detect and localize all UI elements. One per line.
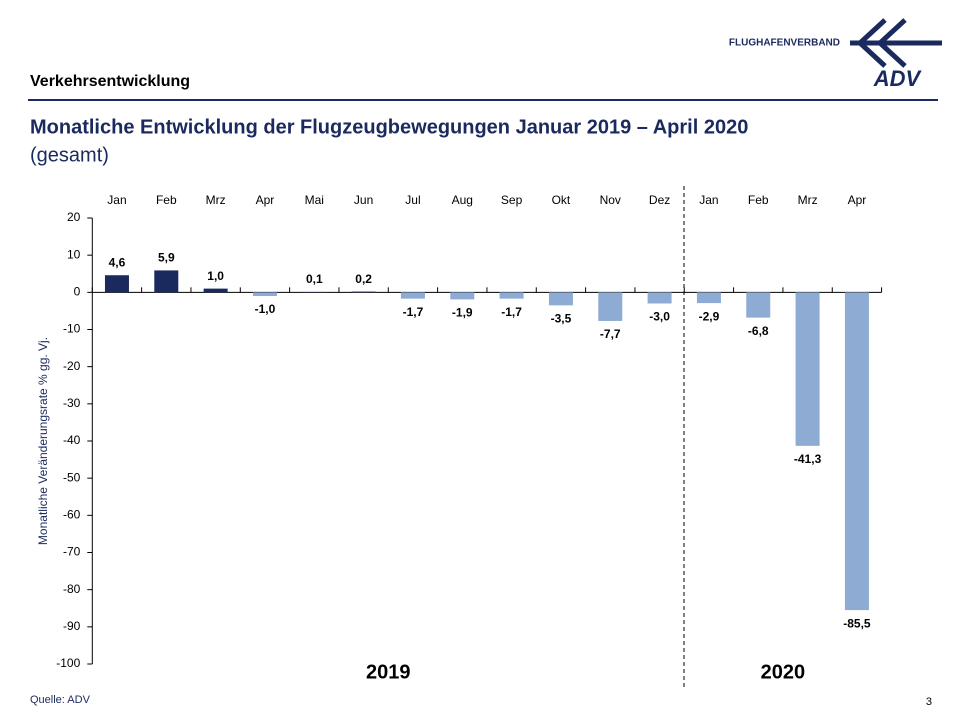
year-label: 2019: [366, 661, 411, 683]
x-tick-label: Apr: [256, 193, 275, 207]
y-tick-label: 0: [74, 285, 81, 299]
y-tick-label: 10: [67, 247, 81, 261]
y-tick-label: -50: [63, 470, 81, 484]
y-tick-label: -70: [63, 545, 81, 559]
logo-abbr: ADV: [873, 66, 923, 91]
value-label: -41,3: [794, 452, 822, 466]
x-tick-label: Mai: [305, 193, 324, 207]
value-label: 0,2: [355, 272, 372, 286]
value-label: 0,1: [306, 272, 323, 286]
value-label: 1,0: [207, 269, 224, 283]
value-label: -2,9: [699, 309, 720, 323]
value-label: -1,9: [452, 306, 473, 320]
logo-text: FLUGHAFENVERBAND: [729, 38, 840, 49]
y-tick-label: -60: [63, 508, 81, 522]
subtitle: (gesamt): [30, 144, 109, 166]
x-tick-label: Dez: [649, 193, 670, 207]
value-label: 5,9: [158, 251, 175, 265]
bar: [203, 288, 228, 293]
value-label: -1,0: [255, 302, 276, 316]
y-tick-label: -100: [56, 656, 80, 670]
page-number: 3: [926, 696, 932, 708]
y-tick-label: 20: [67, 210, 81, 224]
bar: [746, 292, 771, 318]
y-axis-label: Monatliche Veränderungsrate % gg. Vj.: [36, 337, 50, 545]
y-tick-label: -20: [63, 359, 81, 373]
bar: [696, 292, 721, 304]
x-tick-label: Mrz: [206, 193, 226, 207]
y-tick-label: -80: [63, 582, 81, 596]
x-tick-label: Jan: [699, 193, 718, 207]
x-tick-label: Jun: [354, 193, 373, 207]
logo: FLUGHAFENVERBAND ADV: [729, 18, 942, 91]
x-tick-label: Nov: [600, 193, 621, 207]
title: Monatliche Entwicklung der Flugzeugbeweg…: [30, 116, 748, 138]
bar: [154, 270, 179, 293]
source: Quelle: ADV: [30, 694, 91, 706]
bar: [598, 292, 623, 321]
x-tick-label: Feb: [156, 193, 177, 207]
x-tick-label: Aug: [452, 193, 473, 207]
x-tick-label: Jul: [405, 193, 420, 207]
bar: [499, 292, 524, 299]
section-title: Verkehrsentwicklung: [30, 73, 190, 90]
value-label: 4,6: [109, 255, 126, 269]
x-tick-label: Feb: [748, 193, 769, 207]
bar: [104, 275, 129, 293]
y-tick-label: -30: [63, 396, 81, 410]
bar: [647, 292, 672, 304]
bar: [351, 291, 376, 293]
value-label: -6,8: [748, 324, 769, 338]
x-tick-label: Okt: [552, 193, 571, 207]
value-label: -1,7: [403, 305, 424, 319]
value-label: -3,0: [649, 310, 670, 324]
value-label: -85,5: [843, 616, 871, 630]
bar: [795, 292, 820, 446]
x-tick-label: Apr: [848, 193, 867, 207]
x-tick-label: Mrz: [798, 193, 818, 207]
bar: [450, 292, 475, 300]
x-tick-label: Sep: [501, 193, 523, 207]
y-tick-label: -10: [63, 322, 81, 336]
logo-mark: [850, 18, 942, 68]
bar: [252, 292, 277, 297]
value-label: -1,7: [501, 305, 522, 319]
value-label: -7,7: [600, 327, 621, 341]
bar: [400, 292, 425, 299]
y-tick-label: -40: [63, 433, 81, 447]
bar: [548, 292, 573, 306]
y-tick-label: -90: [63, 619, 81, 633]
value-label: -3,5: [551, 312, 572, 326]
bar: [844, 292, 869, 611]
x-tick-label: Jan: [107, 193, 126, 207]
year-label: 2020: [761, 661, 806, 683]
